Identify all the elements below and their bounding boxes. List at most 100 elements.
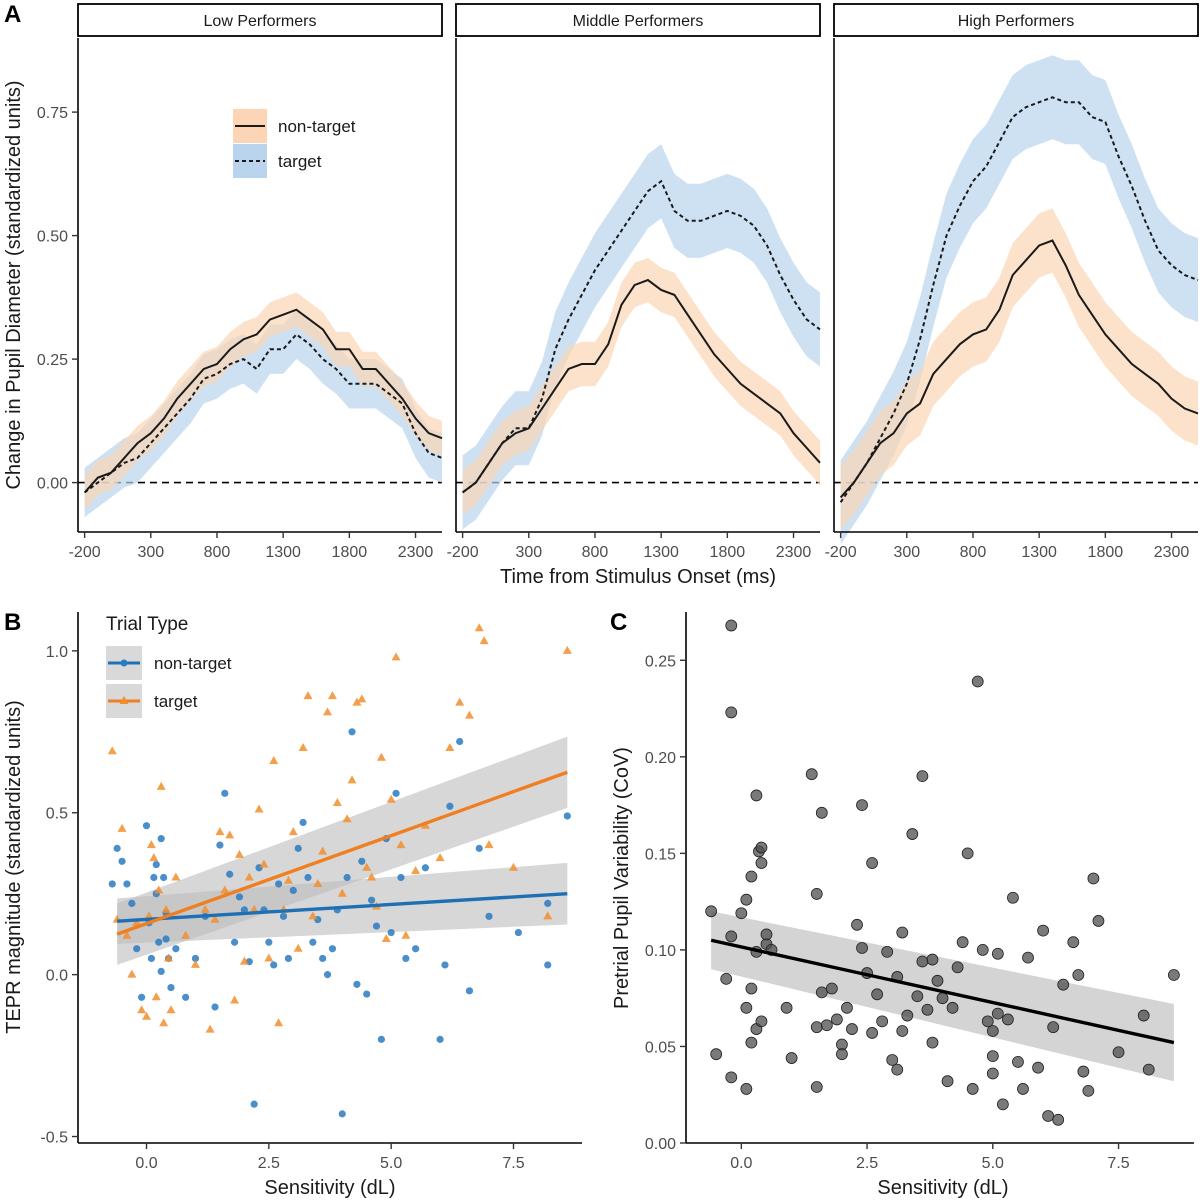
target-point bbox=[259, 859, 269, 868]
data-point bbox=[780, 1001, 793, 1014]
facet-low-performers: Low Performers -200 300 800 1300 1800 2300 bbox=[69, 3, 443, 561]
data-point bbox=[1032, 1061, 1044, 1074]
data-point bbox=[956, 936, 969, 949]
data-point bbox=[976, 944, 989, 956]
target-point bbox=[337, 888, 347, 897]
non-target-point bbox=[372, 922, 381, 930]
data-point bbox=[916, 770, 929, 783]
x-tick-label: 1800 bbox=[710, 544, 746, 561]
data-point bbox=[735, 907, 748, 920]
target-point bbox=[332, 798, 342, 807]
x-tick-label: -200 bbox=[69, 544, 101, 561]
panel-b-x-axis-title: Sensitivity (dL) bbox=[264, 1177, 395, 1199]
target-point bbox=[298, 742, 308, 751]
target-point bbox=[362, 862, 372, 871]
fit-line bbox=[710, 938, 1175, 1045]
target-point bbox=[264, 953, 274, 962]
non-target-point bbox=[157, 967, 165, 975]
target-point bbox=[411, 866, 421, 875]
legend-label-target: target bbox=[154, 692, 198, 711]
target-point bbox=[234, 849, 244, 858]
facet-strip bbox=[833, 3, 1199, 37]
data-point bbox=[755, 1015, 768, 1028]
data-point bbox=[856, 799, 868, 811]
non-target-point bbox=[230, 938, 239, 946]
data-point bbox=[911, 990, 924, 1003]
target-point bbox=[288, 827, 298, 836]
data-point bbox=[810, 1081, 823, 1093]
non-target-point bbox=[343, 873, 351, 882]
facet-strip bbox=[77, 3, 443, 37]
target-point bbox=[117, 823, 127, 832]
target-point bbox=[127, 969, 137, 978]
x-tick-label: 800 bbox=[960, 544, 987, 561]
target-point bbox=[342, 814, 352, 823]
x-tick-label: 300 bbox=[893, 544, 920, 561]
non-target-point bbox=[294, 844, 302, 852]
non-target-point bbox=[275, 880, 283, 888]
x-tick-label: 2300 bbox=[1154, 544, 1190, 561]
non-target-point bbox=[108, 880, 116, 888]
target-point bbox=[484, 840, 494, 849]
y-tick-label: 1.0 bbox=[46, 644, 68, 661]
data-point bbox=[1017, 1083, 1029, 1095]
data-point bbox=[996, 1098, 1009, 1111]
panel-a-legend: non-target target bbox=[233, 109, 356, 178]
non-target-ci-ribbon bbox=[462, 257, 820, 515]
data-point bbox=[1022, 951, 1034, 964]
non-target-point bbox=[392, 789, 400, 797]
data-point bbox=[755, 857, 768, 869]
target-point bbox=[249, 904, 259, 913]
target-point bbox=[181, 930, 191, 939]
x-tick-label: 1300 bbox=[265, 544, 301, 561]
non-target-point bbox=[113, 844, 121, 852]
facet-high-performers: High Performers -200 300 800 1300 1800 2300 bbox=[825, 3, 1199, 561]
target-point bbox=[230, 995, 240, 1004]
data-point bbox=[966, 1083, 979, 1095]
data-point bbox=[1092, 915, 1105, 927]
data-point bbox=[710, 1048, 723, 1061]
non-target-point bbox=[128, 899, 136, 908]
non-target-point bbox=[250, 1100, 258, 1108]
target-point bbox=[391, 652, 401, 661]
target-point bbox=[283, 875, 293, 884]
target-point bbox=[367, 872, 377, 881]
non-target-point bbox=[304, 873, 312, 882]
non-target-point bbox=[363, 990, 371, 998]
non-target-point bbox=[387, 928, 395, 937]
target-point bbox=[144, 911, 154, 920]
panel-a-y-axis-title: Change in Pupil Diameter (standardized u… bbox=[3, 80, 25, 489]
non-target-point bbox=[235, 893, 244, 901]
x-tick-label: 2300 bbox=[398, 544, 434, 561]
non-target-point bbox=[155, 938, 163, 946]
x-tick-label: -200 bbox=[825, 544, 857, 561]
data-point bbox=[740, 1083, 753, 1095]
non-target-point bbox=[147, 954, 155, 963]
non-target-point bbox=[421, 864, 430, 872]
data-point bbox=[986, 1067, 999, 1080]
data-point bbox=[961, 847, 974, 860]
target-point bbox=[508, 862, 518, 871]
facet-strip-label: High Performers bbox=[958, 13, 1074, 30]
non-target-point bbox=[465, 987, 474, 995]
target-point bbox=[137, 1005, 147, 1014]
data-point bbox=[846, 1023, 858, 1035]
data-point bbox=[705, 905, 718, 918]
non-target-point bbox=[402, 954, 410, 963]
data-point bbox=[851, 918, 863, 931]
target-point bbox=[149, 853, 159, 862]
non-target-point bbox=[348, 728, 356, 736]
target-series-line bbox=[84, 333, 443, 494]
target-point bbox=[154, 885, 164, 894]
data-point bbox=[1057, 978, 1070, 991]
y-tick-label: 0.75 bbox=[37, 105, 68, 122]
non-target-point bbox=[377, 1035, 385, 1043]
target-fit-line bbox=[116, 770, 568, 936]
legend-title: Trial Type bbox=[106, 614, 188, 635]
data-point bbox=[815, 986, 828, 999]
data-point bbox=[991, 1007, 1004, 1020]
target-point bbox=[474, 623, 484, 632]
facet-strip bbox=[455, 3, 821, 37]
panel-b-plot: 0.0 2.5 5.0 7.5 -0.5 0.0 0.5 1.0 bbox=[40, 612, 582, 1172]
